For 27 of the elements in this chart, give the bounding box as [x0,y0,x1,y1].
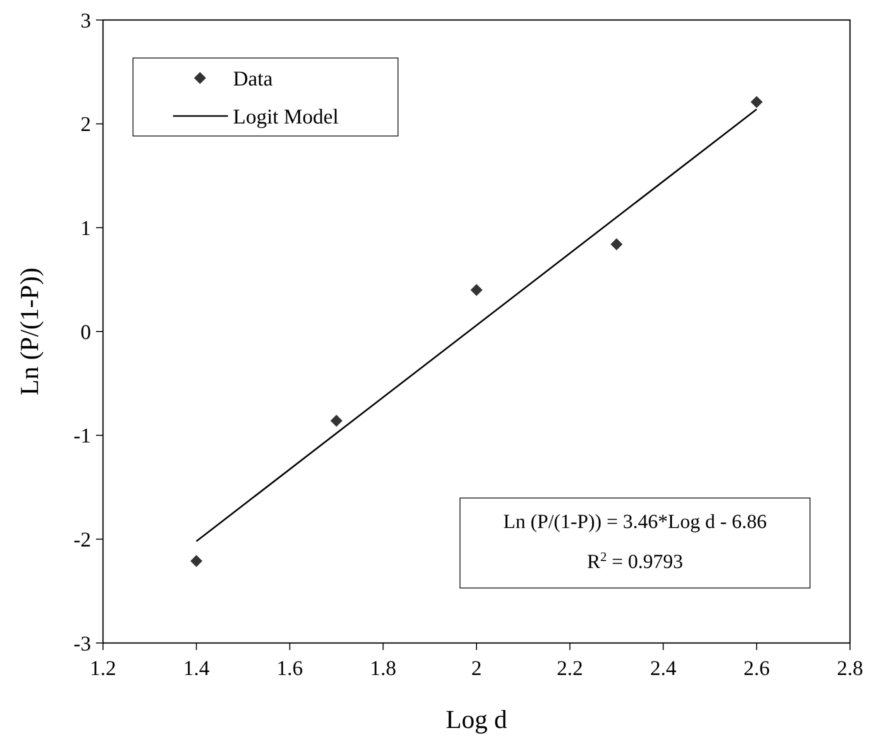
y-tick-label: 2 [80,112,91,136]
x-tick-label: 2 [471,656,482,680]
x-tick-label: 2.2 [556,656,583,680]
y-tick-label: 1 [80,216,91,240]
y-tick-label: 0 [80,320,91,344]
x-tick-label: 2.8 [836,656,864,680]
y-axis-title: Ln (P/(1-P)) [15,268,44,396]
y-tick-label: -2 [74,528,91,552]
legend-label: Data [233,66,274,90]
annotation: Ln (P/(1-P)) = 3.46*Log d - 6.86 [503,511,767,533]
x-axis-title: Log d [446,705,508,734]
x-tick-label: 1.8 [370,656,396,680]
annotation: R$^{2}$ = 0.9793 [586,548,684,573]
y-tick-label: 3 [80,8,91,32]
x-tick-label: 1.4 [183,656,210,680]
point [470,284,482,296]
x-tick-label: 2.4 [650,656,677,680]
y-tick-label: -1 [74,424,91,448]
point [750,96,763,108]
point [330,414,342,427]
y-tick-label: -3 [74,631,91,656]
x-tick-label: 1.2 [90,656,116,680]
point [190,554,202,567]
x-tick-label: 2.6 [744,656,770,680]
x-tick-label: 1.6 [276,656,303,680]
legend-label: Logit Model [233,104,339,128]
point [610,238,623,250]
